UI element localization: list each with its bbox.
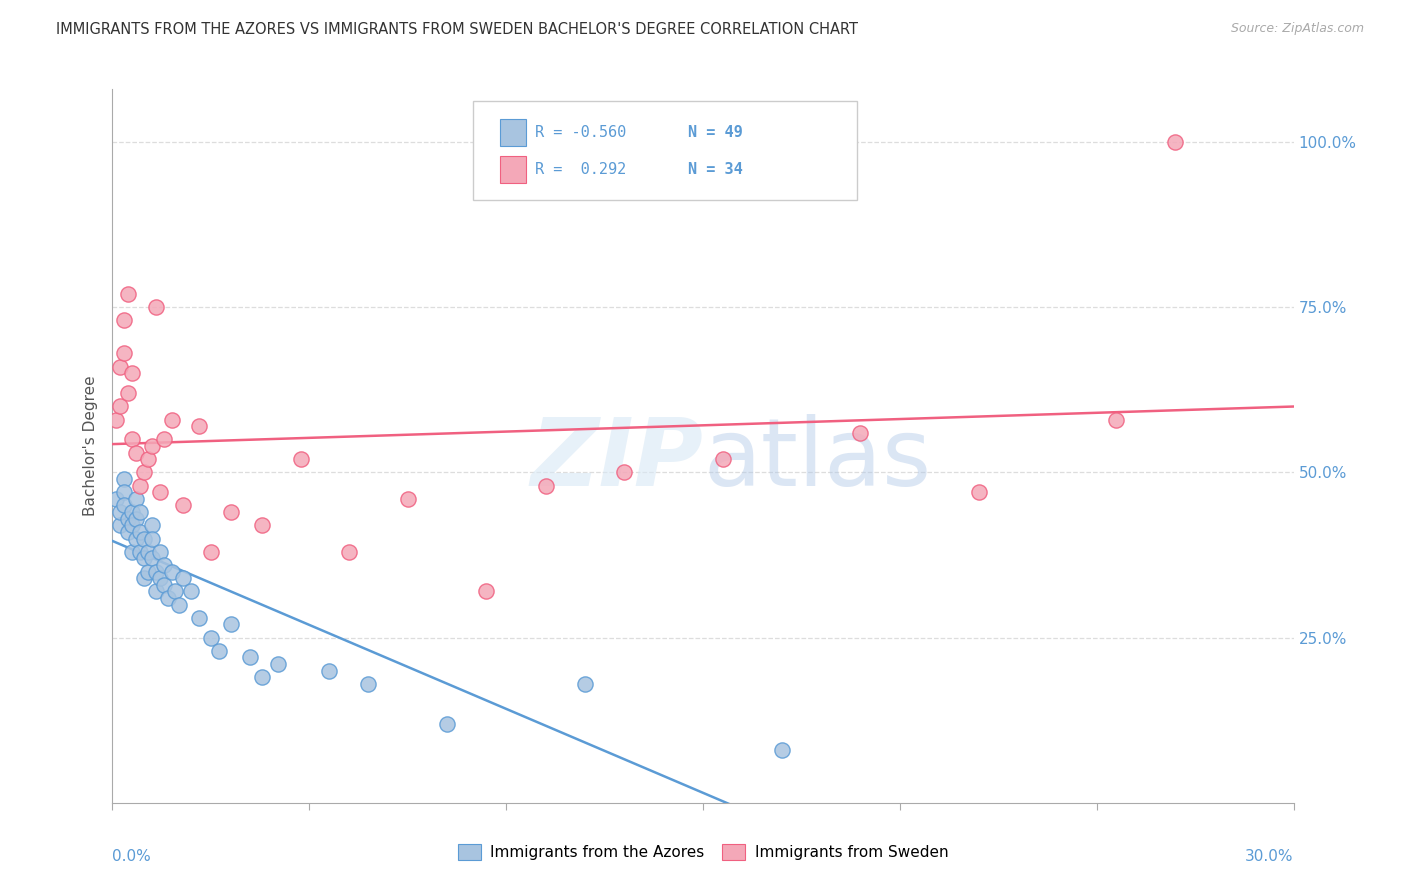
Point [152, 433, 174, 447]
Point [613, 466, 636, 480]
Point [112, 485, 135, 500]
Text: atlas: atlas [703, 414, 931, 507]
Point [110, 518, 132, 533]
Point [149, 545, 172, 559]
Point [357, 677, 380, 691]
Y-axis label: Bachelor's Degree: Bachelor's Degree [83, 376, 98, 516]
Point [169, 598, 191, 612]
Point [337, 545, 360, 559]
Point [112, 313, 135, 327]
Point [172, 499, 194, 513]
Point [239, 650, 262, 665]
Point [180, 584, 202, 599]
Point [136, 545, 159, 559]
Text: Source: ZipAtlas.com: Source: ZipAtlas.com [1230, 22, 1364, 36]
Point [136, 565, 159, 579]
Point [121, 545, 143, 559]
Point [105, 491, 128, 506]
Point [160, 565, 183, 579]
Point [396, 491, 419, 506]
Point [475, 584, 498, 599]
Point [129, 478, 152, 492]
Point [132, 551, 155, 566]
Point [112, 499, 135, 513]
Point [200, 545, 222, 559]
Point [165, 584, 187, 599]
Point [125, 532, 148, 546]
Point [574, 677, 596, 691]
Point [110, 400, 132, 414]
Point [188, 419, 211, 434]
Point [219, 505, 242, 519]
Point [110, 359, 132, 374]
Point [711, 452, 734, 467]
Point [1105, 412, 1128, 426]
Point [125, 445, 148, 459]
Point [1164, 135, 1187, 149]
Point [849, 425, 872, 440]
Point [125, 511, 148, 525]
FancyBboxPatch shape [501, 156, 526, 184]
Point [117, 386, 139, 401]
Point [145, 565, 167, 579]
Point [290, 452, 312, 467]
Point [149, 485, 172, 500]
Point [121, 505, 143, 519]
Point [141, 439, 163, 453]
Legend: Immigrants from the Azores, Immigrants from Sweden: Immigrants from the Azores, Immigrants f… [451, 838, 955, 866]
Point [132, 466, 155, 480]
Point [121, 367, 143, 381]
Point [132, 571, 155, 585]
Point [250, 518, 273, 533]
Point [188, 611, 211, 625]
Point [117, 287, 139, 301]
Text: R =  0.292: R = 0.292 [536, 162, 627, 178]
Point [145, 300, 167, 314]
Point [149, 571, 172, 585]
Point [267, 657, 290, 671]
Point [156, 591, 179, 605]
Point [117, 511, 139, 525]
FancyBboxPatch shape [472, 102, 856, 200]
Text: ZIP: ZIP [530, 414, 703, 507]
Point [129, 545, 152, 559]
Point [250, 670, 273, 684]
Point [152, 578, 174, 592]
Point [129, 505, 152, 519]
Point [436, 716, 458, 731]
Point [967, 485, 990, 500]
Point [141, 551, 163, 566]
Point [141, 532, 163, 546]
Point [121, 518, 143, 533]
Text: R = -0.560: R = -0.560 [536, 125, 627, 140]
Point [172, 571, 194, 585]
Point [141, 518, 163, 533]
Point [125, 491, 148, 506]
Point [121, 433, 143, 447]
Point [534, 478, 557, 492]
Point [129, 524, 152, 539]
Text: N = 49: N = 49 [688, 125, 742, 140]
Point [112, 346, 135, 360]
Text: N = 34: N = 34 [688, 162, 742, 178]
FancyBboxPatch shape [501, 120, 526, 146]
Point [136, 452, 159, 467]
Point [318, 664, 340, 678]
Point [105, 412, 128, 426]
Point [160, 412, 183, 426]
Point [219, 617, 242, 632]
Text: 0.0%: 0.0% [112, 849, 152, 864]
Point [117, 524, 139, 539]
Point [208, 644, 231, 658]
Point [110, 505, 132, 519]
Point [770, 743, 793, 757]
Point [112, 472, 135, 486]
Point [200, 631, 222, 645]
Text: IMMIGRANTS FROM THE AZORES VS IMMIGRANTS FROM SWEDEN BACHELOR'S DEGREE CORRELATI: IMMIGRANTS FROM THE AZORES VS IMMIGRANTS… [56, 22, 858, 37]
Text: 30.0%: 30.0% [1246, 849, 1294, 864]
Point [152, 558, 174, 572]
Point [132, 532, 155, 546]
Point [145, 584, 167, 599]
